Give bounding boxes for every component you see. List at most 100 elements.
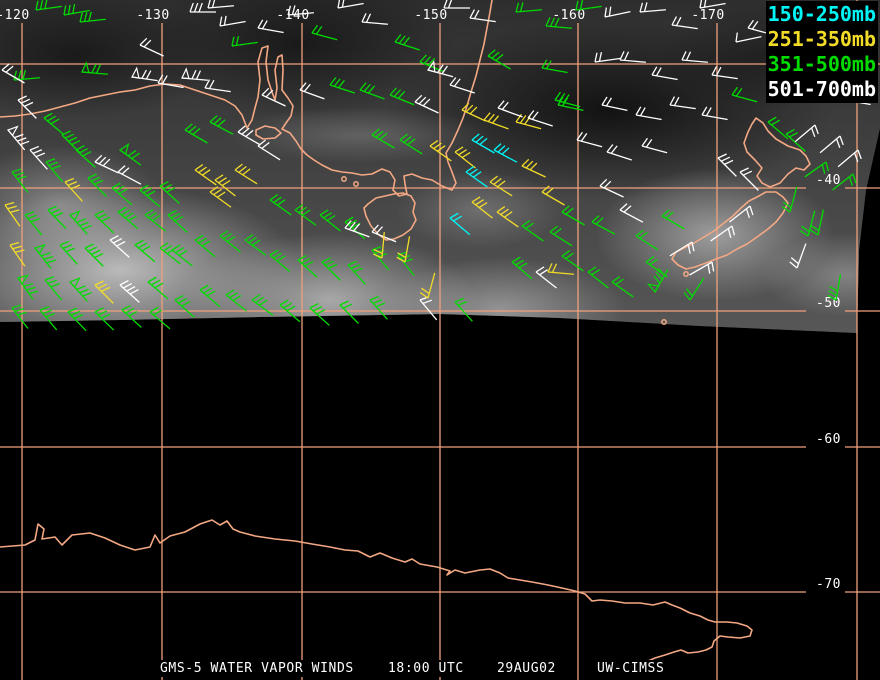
wind-barb: [837, 149, 862, 168]
longitude-label: -120: [0, 8, 30, 23]
wind-barb: [819, 135, 844, 154]
wind-barb: [611, 276, 634, 298]
wind-barb: [576, 131, 603, 148]
longitude-label: -160: [552, 8, 585, 23]
wind-barb: [683, 277, 705, 301]
wind-barb: [699, 0, 726, 9]
wind-barb: [67, 307, 87, 332]
wind-barb: [449, 77, 475, 94]
wind-barb: [234, 163, 258, 185]
wind-barb: [219, 15, 246, 27]
wind-barb: [669, 241, 695, 257]
wind-barb: [251, 294, 274, 316]
wind-barb: [329, 77, 355, 94]
coastline-australia: [0, 0, 493, 197]
wind-barb: [671, 16, 698, 30]
wind-barb: [739, 167, 759, 191]
longitude-label: -170: [691, 8, 724, 23]
wind-barb: [257, 19, 284, 34]
wind-barb: [214, 174, 236, 197]
wind-barb: [134, 239, 156, 263]
wind-barb: [785, 128, 806, 152]
latitude-label: -40: [816, 173, 841, 188]
wind-barb: [661, 209, 685, 230]
wind-barb: [94, 280, 114, 304]
wind-barb: [61, 130, 81, 154]
wind-barb: [139, 184, 161, 208]
wind-barb: [635, 229, 659, 251]
wind-barb: [639, 2, 666, 13]
wind-barb: [17, 95, 37, 119]
wind-barb: [204, 79, 231, 93]
wind-barb: [207, 0, 234, 9]
wind-barb: [219, 230, 241, 253]
wind-barb: [804, 161, 830, 178]
wind-barb: [149, 306, 171, 330]
wind-barb: [735, 32, 762, 43]
wind-barb: [591, 215, 616, 235]
wind-barb: [39, 306, 58, 331]
wind-barb: [521, 220, 544, 242]
wind-barb: [369, 295, 388, 320]
wind-barb: [521, 158, 546, 178]
wind-barb: [561, 205, 585, 226]
wind-barb: [396, 236, 411, 263]
wind-barb: [606, 144, 632, 161]
wind-barb: [321, 257, 341, 281]
wind-barb: [449, 212, 471, 236]
wind-barb: [689, 261, 715, 276]
wind-barb: [483, 112, 509, 130]
wind-barb: [63, 3, 90, 16]
wind-barb: [701, 106, 728, 121]
wind-barb: [641, 137, 668, 154]
coastline-tasmania: [363, 192, 417, 241]
longitude-label: -150: [414, 8, 447, 23]
wind-barb: [647, 267, 669, 294]
wind-barb: [419, 296, 438, 321]
wind-barb: [244, 234, 267, 256]
wind-barb: [767, 116, 789, 140]
wind-barb: [167, 209, 188, 233]
wind-barb: [68, 277, 92, 302]
coastline-islet: [341, 176, 347, 182]
wind-barb: [257, 139, 281, 161]
wind-barb: [469, 9, 496, 23]
wind-barb: [711, 66, 738, 80]
wind-barb: [604, 6, 631, 18]
wind-barb: [171, 244, 193, 267]
wind-barb: [619, 203, 644, 223]
wind-barb: [344, 216, 366, 240]
wind-barb: [11, 168, 29, 193]
coastline-nz-south-island: [671, 191, 789, 270]
wind-barb: [681, 51, 708, 63]
wind-barb: [710, 225, 736, 242]
wind-barb: [17, 274, 39, 300]
wind-barb: [174, 294, 195, 318]
wind-barb: [399, 133, 423, 155]
wind-barb: [427, 60, 454, 78]
wind-barb: [319, 209, 341, 232]
wind-barb: [9, 241, 26, 267]
wind-barb: [237, 125, 261, 146]
latitude-label: -50: [816, 296, 841, 311]
wind-barb: [587, 266, 609, 289]
wind-barb: [535, 266, 557, 289]
wind-barb: [731, 86, 758, 103]
wind-barb: [635, 106, 662, 121]
wind-barb: [299, 82, 325, 100]
wind-barb: [109, 234, 130, 258]
coastline-kangaroo-island: [255, 125, 282, 140]
wind-barb: [269, 194, 292, 216]
wind-barb: [515, 2, 542, 13]
wind-barb: [294, 204, 317, 226]
wind-barb: [194, 164, 217, 186]
wind-barb: [279, 299, 301, 323]
wind-barb: [311, 24, 338, 41]
wind-barb: [337, 0, 364, 9]
wind-barb: [781, 186, 798, 213]
wind-barb: [118, 143, 142, 166]
wind-barb: [68, 210, 92, 235]
wind-barb: [511, 256, 533, 280]
